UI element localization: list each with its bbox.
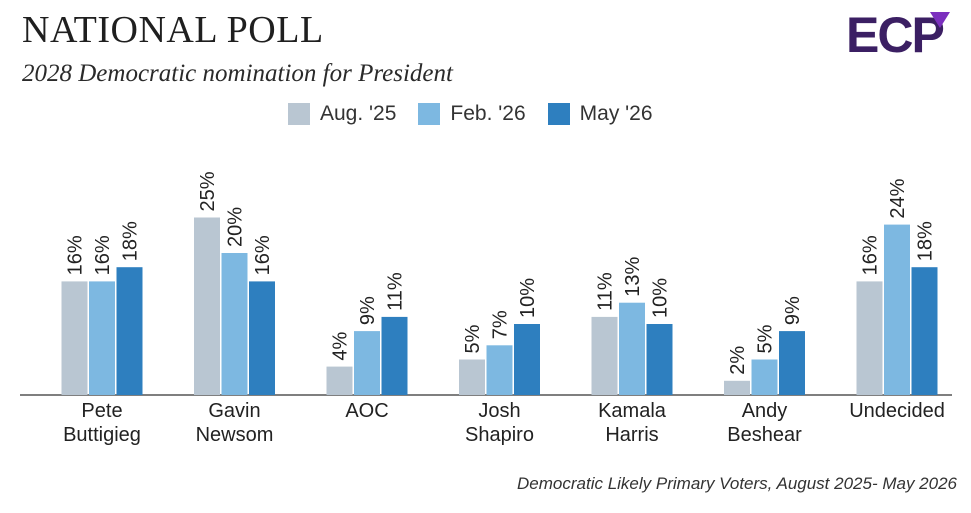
- legend-label: May '26: [579, 102, 653, 125]
- bar: [646, 324, 673, 395]
- bar: [486, 345, 513, 395]
- bar: [779, 331, 805, 395]
- data-label: 9%: [782, 296, 804, 325]
- data-label: 11%: [595, 272, 617, 311]
- data-label: 13%: [622, 256, 644, 296]
- data-label: 25%: [197, 171, 219, 211]
- logo-text: ECP: [846, 7, 943, 58]
- category-label: Gavin: [208, 400, 260, 422]
- chart-subtitle: 2028 Democratic nomination for President: [22, 60, 453, 87]
- bar: [751, 359, 778, 395]
- data-label: 24%: [887, 178, 909, 218]
- data-label: 9%: [357, 296, 379, 325]
- data-label: 20%: [225, 207, 247, 247]
- legend-item: Feb. '26: [418, 102, 526, 126]
- data-label: 18%: [915, 221, 937, 261]
- data-label: 16%: [65, 235, 87, 275]
- legend-swatch: [288, 103, 310, 125]
- data-label: 7%: [490, 310, 512, 339]
- bar: [221, 253, 248, 395]
- legend-label: Aug. '25: [320, 102, 397, 125]
- data-label: 18%: [120, 221, 142, 261]
- legend-label: Feb. '26: [450, 102, 526, 125]
- data-label: 16%: [252, 235, 274, 275]
- ecp-logo: ECP: [846, 6, 952, 63]
- bar: [354, 331, 380, 395]
- bar: [514, 324, 540, 395]
- bar: [856, 281, 883, 395]
- data-label: 2%: [727, 346, 749, 375]
- bar: [89, 281, 115, 395]
- bar: [911, 267, 938, 395]
- data-label: 5%: [755, 324, 777, 353]
- chart-legend: Aug. '25 Feb. '26 May '26: [288, 100, 675, 128]
- bar: [724, 380, 750, 395]
- legend-swatch: [418, 103, 441, 125]
- bar: [619, 302, 645, 395]
- bar: [194, 217, 220, 395]
- logo-accent-shape: [930, 12, 950, 28]
- source-note: Democratic Likely Primary Voters, August…: [517, 474, 957, 493]
- chart-title: NATIONAL POLL: [22, 9, 324, 51]
- category-label: Undecided: [849, 400, 945, 422]
- data-label: 11%: [385, 272, 407, 311]
- bar: [326, 366, 353, 395]
- category-label: Pete: [81, 400, 122, 422]
- data-label: 5%: [462, 324, 484, 353]
- data-label: 10%: [517, 278, 539, 318]
- bar: [249, 281, 275, 395]
- bar: [61, 281, 88, 395]
- data-label: 16%: [92, 235, 114, 275]
- category-label: Andy: [742, 400, 788, 422]
- category-label: Harris: [605, 424, 658, 446]
- category-label: AOC: [345, 400, 388, 422]
- category-label: Buttigieg: [63, 424, 141, 446]
- data-label: 4%: [330, 331, 352, 360]
- legend-swatch: [547, 103, 570, 125]
- data-label: 10%: [650, 278, 672, 318]
- data-label: 16%: [860, 235, 882, 275]
- ecp-logo-mark: ECP: [846, 7, 950, 63]
- category-label: Josh: [478, 400, 520, 422]
- category-label: Beshear: [727, 424, 802, 446]
- category-label: Newsom: [196, 424, 274, 446]
- bar: [591, 316, 618, 395]
- legend-item: Aug. '25: [288, 102, 396, 126]
- legend-item: May '26: [547, 102, 653, 126]
- category-label: Kamala: [598, 400, 667, 422]
- bar: [116, 267, 143, 395]
- bar: [884, 224, 910, 395]
- category-label: Shapiro: [465, 424, 534, 446]
- bar: [381, 316, 408, 395]
- bar: [459, 359, 485, 395]
